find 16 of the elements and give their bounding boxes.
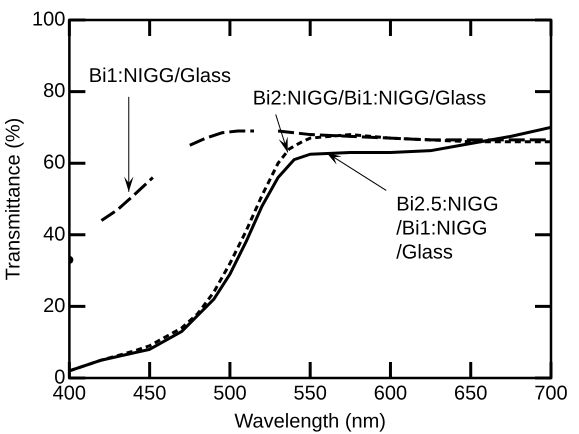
y-axis-title: Transmittance (%) bbox=[2, 118, 25, 280]
x-tick-label: 650 bbox=[454, 382, 488, 405]
y-tick-label: 100 bbox=[32, 8, 66, 31]
y-tick-label: 80 bbox=[43, 80, 66, 102]
x-tick-label: 600 bbox=[374, 382, 408, 405]
x-tick-label: 450 bbox=[132, 382, 166, 405]
y-tick-label: 60 bbox=[43, 152, 66, 174]
x-axis-title: Wavelength (nm) bbox=[234, 410, 386, 433]
y-tick-label: 20 bbox=[43, 294, 66, 317]
annotation: Bi1:NIGG/Glass bbox=[88, 64, 232, 87]
x-tick-label: 700 bbox=[534, 382, 568, 405]
annotation: Bi2:NIGG/Bi1:NIGG/Glass bbox=[252, 87, 486, 110]
annotation: Bi2.5:NIGG /Bi1:NIGG /Glass bbox=[396, 193, 499, 264]
x-tick-label: 550 bbox=[293, 382, 327, 405]
y-tick-label: 40 bbox=[43, 223, 66, 246]
x-tick-label: 500 bbox=[213, 382, 247, 405]
